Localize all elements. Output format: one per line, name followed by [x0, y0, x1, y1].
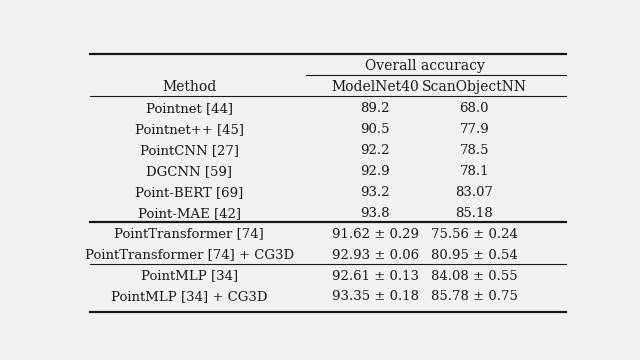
Text: 85.18: 85.18 [456, 207, 493, 220]
Text: PointTransformer [74] + CG3D: PointTransformer [74] + CG3D [84, 248, 294, 262]
Text: 90.5: 90.5 [360, 123, 390, 136]
Text: 91.62 ± 0.29: 91.62 ± 0.29 [332, 228, 419, 240]
Text: Method: Method [162, 80, 216, 94]
Text: 92.93 ± 0.06: 92.93 ± 0.06 [332, 248, 419, 262]
Text: PointCNN [27]: PointCNN [27] [140, 144, 239, 157]
Text: PointMLP [34]: PointMLP [34] [141, 270, 237, 283]
Text: Pointnet [44]: Pointnet [44] [146, 102, 232, 115]
Text: 93.35 ± 0.18: 93.35 ± 0.18 [332, 291, 419, 303]
Text: Point-BERT [69]: Point-BERT [69] [135, 186, 243, 199]
Text: 89.2: 89.2 [360, 102, 390, 115]
Text: 92.61 ± 0.13: 92.61 ± 0.13 [332, 270, 419, 283]
Text: 68.0: 68.0 [460, 102, 489, 115]
Text: PointMLP [34] + CG3D: PointMLP [34] + CG3D [111, 291, 268, 303]
Text: 93.8: 93.8 [360, 207, 390, 220]
Text: DGCNN [59]: DGCNN [59] [146, 165, 232, 178]
Text: 93.2: 93.2 [360, 186, 390, 199]
Text: 92.2: 92.2 [360, 144, 390, 157]
Text: 77.9: 77.9 [460, 123, 489, 136]
Text: 78.5: 78.5 [460, 144, 489, 157]
Text: 92.9: 92.9 [360, 165, 390, 178]
Text: Overall accuracy: Overall accuracy [365, 59, 484, 73]
Text: 84.08 ± 0.55: 84.08 ± 0.55 [431, 270, 518, 283]
Text: 85.78 ± 0.75: 85.78 ± 0.75 [431, 291, 518, 303]
Text: 78.1: 78.1 [460, 165, 489, 178]
Text: 80.95 ± 0.54: 80.95 ± 0.54 [431, 248, 518, 262]
Text: Pointnet++ [45]: Pointnet++ [45] [134, 123, 244, 136]
Text: ModelNet40: ModelNet40 [332, 80, 419, 94]
Text: Point-MAE [42]: Point-MAE [42] [138, 207, 241, 220]
Text: PointTransformer [74]: PointTransformer [74] [115, 228, 264, 240]
Text: 83.07: 83.07 [455, 186, 493, 199]
Text: 75.56 ± 0.24: 75.56 ± 0.24 [431, 228, 518, 240]
Text: ScanObjectNN: ScanObjectNN [422, 80, 527, 94]
